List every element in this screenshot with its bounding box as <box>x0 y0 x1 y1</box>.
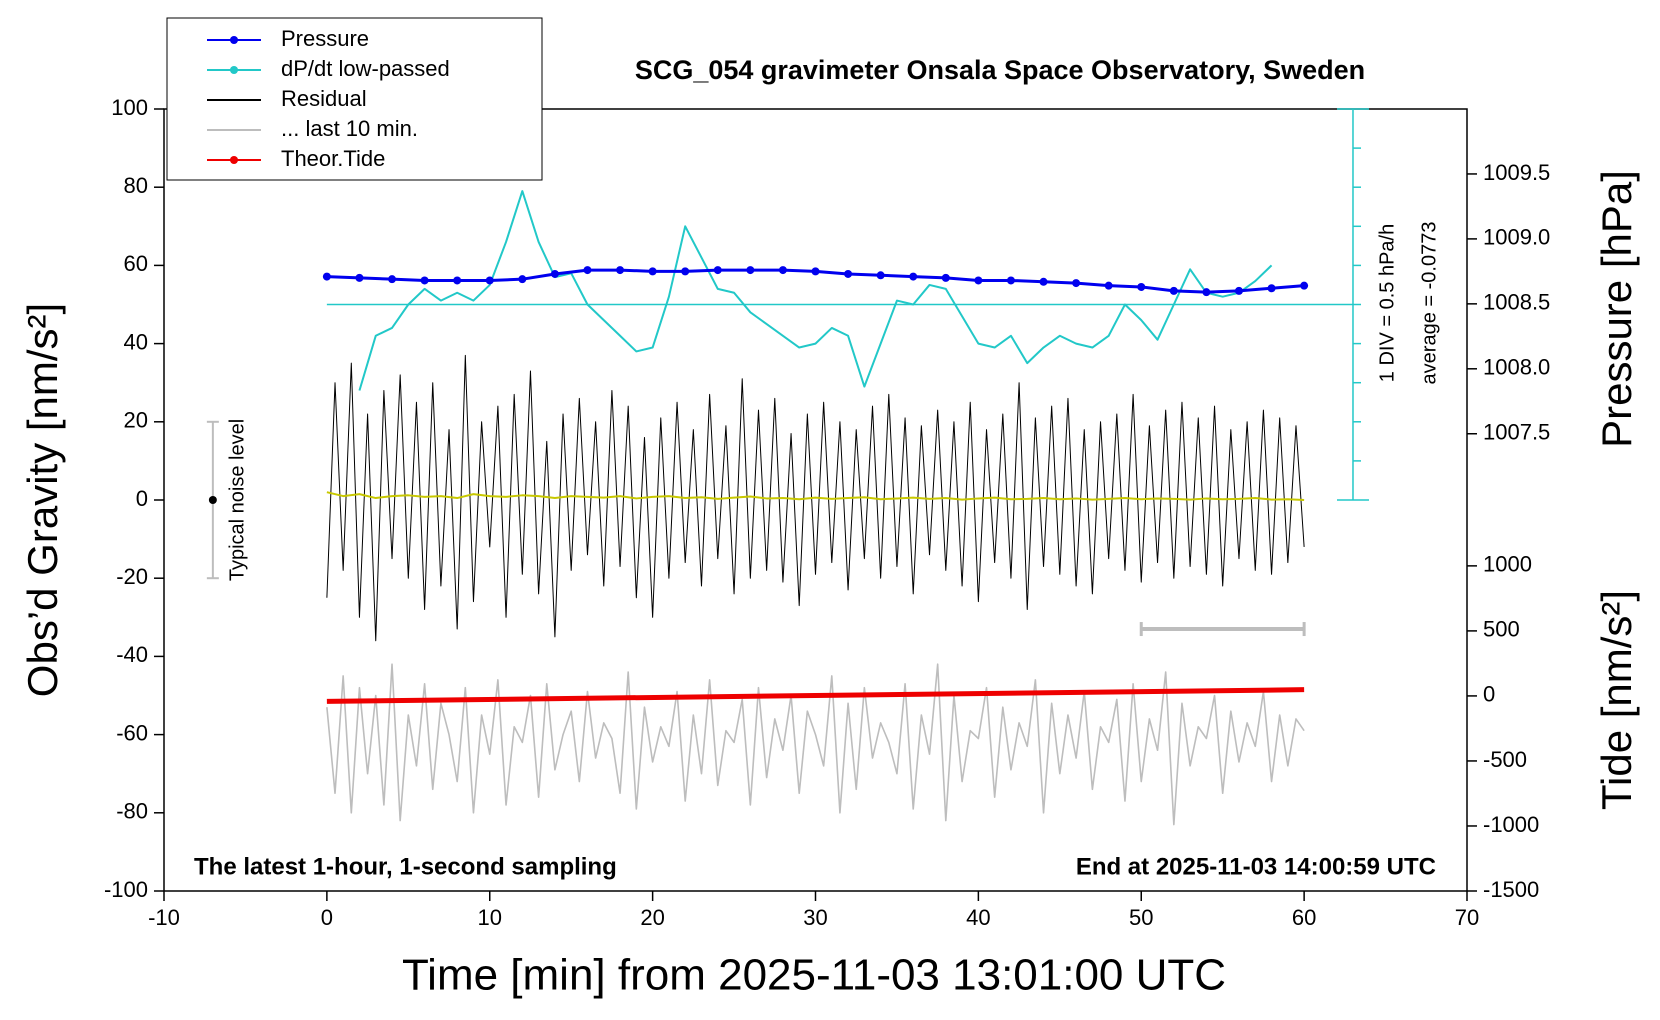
series-line <box>358 190 1273 391</box>
series-point <box>778 266 787 275</box>
x-tick-label: 30 <box>803 905 827 930</box>
y-tick-label: -20 <box>116 564 148 589</box>
x-tick-label: 20 <box>640 905 664 930</box>
y2-axis-label: Pressure [hPa] <box>1593 170 1640 448</box>
chart-title: SCG_054 gravimeter Onsala Space Observat… <box>635 55 1365 85</box>
legend: Pressure dP/dt low-passed Residual ... last… <box>166 17 543 181</box>
y-tick-label: 20 <box>124 408 148 433</box>
series-point <box>876 271 885 280</box>
series-point <box>909 272 918 281</box>
annotation: The latest 1-hour, 1-second sampling <box>194 853 617 880</box>
series-point <box>583 266 592 275</box>
y-tick-label: -100 <box>104 877 148 902</box>
series-point <box>746 266 755 275</box>
annotation: 1 DIV = 0.5 hPa/h <box>1376 224 1398 382</box>
series-point <box>355 273 364 282</box>
y2-tick-label: 1008.0 <box>1483 355 1550 380</box>
y-tick-label: -40 <box>116 642 148 667</box>
y-tick-label: 40 <box>124 329 148 354</box>
annotation: End at 2025-11-03 14:00:59 UTC <box>1076 853 1436 880</box>
x-tick-label: 60 <box>1292 905 1316 930</box>
legend-label: Residual <box>281 86 367 111</box>
y-tick-label: -80 <box>116 799 148 824</box>
series-point <box>518 275 527 284</box>
series-point <box>616 266 625 275</box>
series-point <box>713 266 722 275</box>
y-tick-label: 0 <box>136 486 148 511</box>
legend-label: dP/dt low-passed <box>281 56 450 81</box>
y-tick-label: 60 <box>124 251 148 276</box>
legend-marker <box>230 156 238 164</box>
y-tick-label: 80 <box>124 173 148 198</box>
series-point <box>453 276 462 285</box>
x-tick-label: 70 <box>1455 905 1479 930</box>
series-point <box>811 267 820 276</box>
legend-marker <box>230 66 238 74</box>
x-tick-label: 10 <box>478 905 502 930</box>
y3-tick-label: -1500 <box>1483 877 1539 902</box>
y2-tick-label: 1007.5 <box>1483 420 1550 445</box>
series-point <box>681 267 690 276</box>
series-point <box>1104 281 1113 290</box>
series-point <box>941 273 950 282</box>
y3-tick-label: 500 <box>1483 617 1520 642</box>
series-point <box>322 272 331 281</box>
y3-tick-label: 0 <box>1483 682 1495 707</box>
series-point <box>1234 286 1243 295</box>
y2-tick-label: 1008.5 <box>1483 290 1550 315</box>
x-tick-label: -10 <box>148 905 180 930</box>
y3-tick-label: 1000 <box>1483 552 1532 577</box>
series-point <box>1137 282 1146 291</box>
annotation: Typical noise level <box>226 419 248 581</box>
y3-tick-label: -1000 <box>1483 812 1539 837</box>
y3-tick-label: -500 <box>1483 747 1527 772</box>
x-tick-label: 50 <box>1129 905 1153 930</box>
series-point <box>844 269 853 278</box>
series-point <box>1039 277 1048 286</box>
y-tick-label: -60 <box>116 720 148 745</box>
series-point <box>1169 286 1178 295</box>
series-line <box>326 687 1305 704</box>
series-line <box>326 663 1305 826</box>
series-point <box>1202 288 1211 297</box>
legend-label: ... last 10 min. <box>281 116 418 141</box>
y2-tick-label: 1009.0 <box>1483 225 1550 250</box>
noise-bar-center <box>208 496 217 504</box>
series-line <box>326 491 1305 501</box>
y-tick-label: 100 <box>111 95 148 120</box>
series-point <box>1006 276 1015 285</box>
series-point <box>388 275 397 284</box>
series-point <box>974 276 983 285</box>
series-point <box>550 269 559 278</box>
series-point <box>485 276 494 285</box>
x-tick-label: 0 <box>321 905 333 930</box>
x-tick-label: 40 <box>966 905 990 930</box>
series-point <box>420 276 429 285</box>
y2-tick-label: 1009.5 <box>1483 160 1550 185</box>
series-point <box>1072 279 1081 288</box>
series-point <box>648 267 657 276</box>
series-point <box>1300 281 1309 290</box>
series-line <box>326 354 1305 642</box>
x-axis-label: Time [min] from 2025-11-03 13:01:00 UTC <box>402 951 1226 1000</box>
legend-marker <box>230 36 238 44</box>
legend-label: Pressure <box>281 26 369 51</box>
annotation: average = -0.0773 <box>1418 222 1440 385</box>
y-axis-label: Obs’d Gravity [nm/s²] <box>19 303 66 697</box>
series-point <box>1267 284 1276 293</box>
y3-axis-label: Tide [nm/s²] <box>1593 590 1640 810</box>
legend-label: Theor.Tide <box>281 146 385 171</box>
